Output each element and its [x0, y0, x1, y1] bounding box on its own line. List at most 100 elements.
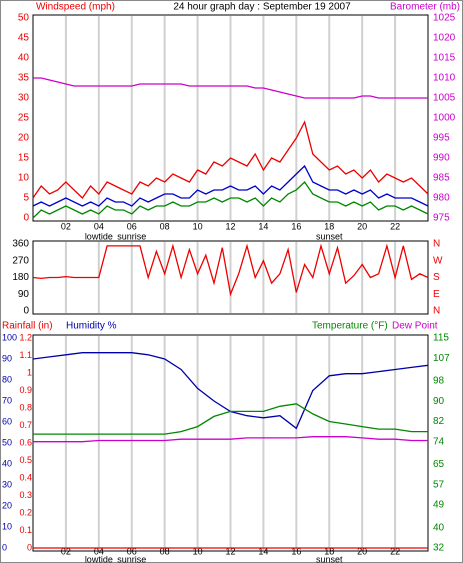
humidity-tick-label: 80 [2, 374, 12, 384]
y-tick-label: 0.1 [19, 525, 32, 535]
y2-tick-label: 40 [433, 522, 445, 533]
y2-tick-label: 975 [433, 213, 450, 224]
humidity-tick-label: 70 [2, 395, 12, 405]
x-tick-label: 10 [193, 546, 203, 556]
series-line [33, 77, 428, 99]
series-line [32, 120, 429, 200]
annotation: sunset [316, 231, 343, 241]
y-tick-label: 0.5 [19, 455, 32, 465]
y-tick-label: 0.9 [19, 385, 32, 395]
legend-label: Humidity % [66, 321, 117, 332]
x-tick-label: 22 [390, 221, 400, 231]
y-tick-label: 0.4 [19, 472, 32, 482]
y-tick-label: 0.7 [19, 420, 32, 430]
annotation: lowtide [85, 231, 113, 241]
y2-tick-label: 990 [433, 153, 450, 164]
y-tick-label: 5 [23, 193, 29, 204]
y-tick-label: 180 [12, 272, 29, 283]
y2-tick-label: 1005 [433, 93, 456, 104]
y-tick-label: 0.2 [19, 507, 32, 517]
y-tick-label: 0 [27, 542, 32, 552]
humidity-tick-label: 90 [2, 353, 12, 363]
series-line [33, 436, 428, 443]
y-tick-label: 0.6 [19, 437, 32, 447]
y2-tick-label: 74 [433, 436, 445, 447]
y2-tick-label: 995 [433, 133, 450, 144]
y2-tick-label: N [433, 239, 440, 250]
y-tick-label: 270 [12, 255, 29, 266]
humidity-tick-label: 60 [2, 416, 12, 426]
y-tick-label: 15 [18, 153, 30, 164]
x-tick-label: 08 [160, 221, 170, 231]
y-tick-label: 360 [12, 239, 29, 250]
y2-tick-label: 1015 [433, 53, 456, 64]
humidity-tick-label: 50 [2, 437, 12, 447]
series-line [32, 180, 429, 219]
y2-tick-label: 90 [433, 396, 445, 407]
y-tick-label: 1.1 [19, 350, 32, 360]
y-tick-label: 0.3 [19, 490, 32, 500]
x-tick-label: 08 [160, 546, 170, 556]
x-tick-label: 10 [193, 221, 203, 231]
x-tick-label: 06 [127, 221, 137, 231]
y-tick-label: 25 [18, 113, 30, 124]
y2-tick-label: 115 [433, 333, 449, 344]
legend-label: Temperature (°F) [312, 321, 388, 332]
humidity-tick-label: 40 [2, 458, 12, 468]
x-tick-label: 16 [291, 546, 301, 556]
y2-tick-label: 1010 [433, 73, 456, 84]
y-tick-label: 0 [23, 213, 29, 224]
x-tick-label: 22 [390, 546, 400, 556]
y-tick-label: 90 [18, 289, 30, 300]
y2-tick-label: E [433, 289, 440, 300]
y-tick-label: 0.8 [19, 402, 32, 412]
x-tick-label: 04 [94, 221, 104, 231]
x-tick-label: 18 [324, 221, 334, 231]
y2-tick-label: N [433, 306, 440, 317]
y-tick-label: 1.2 [19, 332, 32, 342]
x-tick-label: 04 [94, 546, 104, 556]
y-tick-label: 10 [18, 173, 30, 184]
y2-tick-label: 49 [433, 500, 445, 511]
series-line [32, 243, 429, 297]
y-tick-label: 0 [23, 306, 29, 317]
humidity-tick-label: 10 [2, 521, 12, 531]
y2-tick-label: 107 [433, 353, 450, 364]
y2-tick-label: W [433, 255, 443, 266]
annotation: sunset [316, 554, 343, 563]
x-tick-label: 14 [258, 546, 268, 556]
y2-tick-label: 32 [433, 543, 445, 554]
x-tick-label: 18 [324, 546, 334, 556]
series-line [33, 403, 428, 435]
plot-area [32, 14, 429, 222]
y2-tick-label: 1025 [433, 13, 456, 24]
legend-label: Rainfall (in) [2, 321, 53, 332]
annotation: sunrise [117, 231, 146, 241]
humidity-tick-label: 100 [2, 332, 17, 342]
x-tick-label: 12 [225, 221, 235, 231]
x-tick-label: 02 [61, 546, 71, 556]
x-tick-label: 06 [127, 546, 137, 556]
chart-title: 24 hour graph day : September 19 2007 [173, 2, 351, 13]
annotation: sunrise [117, 554, 146, 563]
y-tick-label: 1 [27, 367, 32, 377]
barometer-label: Barometer (mb) [390, 2, 460, 13]
y-tick-label: 35 [18, 73, 30, 84]
annotation: lowtide [85, 554, 113, 563]
y2-tick-label: S [433, 272, 440, 283]
y2-tick-label: 985 [433, 173, 450, 184]
y-tick-label: 45 [18, 33, 30, 44]
humidity-tick-label: 0 [2, 542, 7, 552]
humidity-tick-label: 20 [2, 500, 12, 510]
x-tick-label: 14 [258, 221, 268, 231]
humidity-tick-label: 30 [2, 479, 12, 489]
x-tick-label: 20 [357, 546, 367, 556]
y2-tick-label: 65 [433, 459, 445, 470]
plot-area [32, 334, 429, 552]
y2-tick-label: 82 [433, 416, 445, 427]
y2-tick-label: 1020 [433, 33, 456, 44]
series-line [32, 164, 429, 207]
y-tick-label: 40 [18, 53, 30, 64]
y2-tick-label: 1000 [433, 113, 456, 124]
